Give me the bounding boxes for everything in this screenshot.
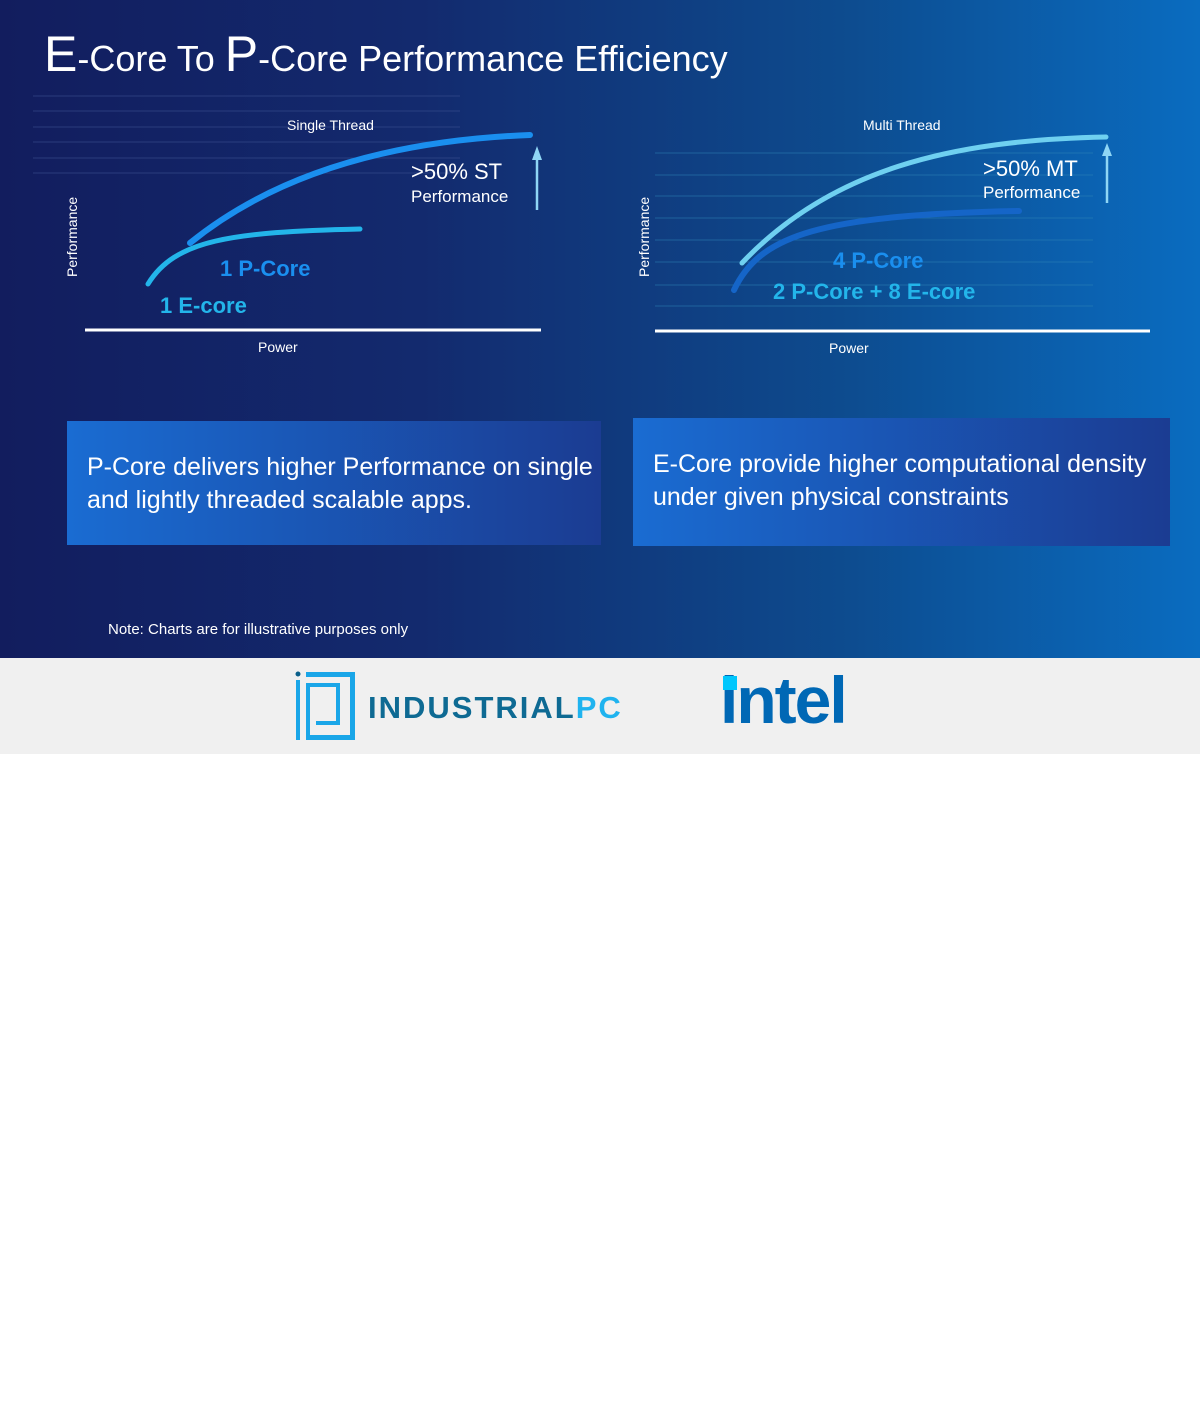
mt-chart-title: Multi Thread	[863, 117, 941, 133]
note: Note: Charts are for illustrative purpos…	[108, 621, 409, 638]
st-series-e-core: 1 E-core	[160, 293, 247, 318]
st-chart-title: Single Thread	[287, 117, 374, 133]
st-y-label: Performance	[64, 196, 80, 277]
footer: INDUSTRIALPC intel	[0, 658, 1200, 754]
charts	[33, 95, 1150, 333]
st-e-core-curve	[145, 226, 363, 287]
industrialpc-wordmark: INDUSTRIALPC	[368, 690, 623, 725]
st-callout: >50% ST	[411, 159, 503, 184]
intel-logo: intel	[720, 663, 848, 737]
industrialpc-logo-icon	[296, 1330, 358, 1402]
intel-dot-icon	[723, 676, 737, 690]
st-x-label: Power	[258, 339, 298, 355]
mt-gridlines	[655, 152, 1093, 307]
mt-bottom-curve	[731, 208, 1022, 293]
page-title: E-Core To P-Core Performance Efficiency	[44, 26, 728, 82]
slide: E-Core To P-Core Performance Efficiency …	[0, 0, 1200, 658]
st-p-core-curve	[187, 132, 533, 246]
e-core-summary-box: E-Core provide higher computational dens…	[633, 418, 1170, 546]
st-arrow-icon	[532, 146, 542, 210]
st-gridlines	[33, 95, 460, 174]
industrialpc-mark-icon	[295, 671, 355, 740]
p-core-summary-box: P-Core delivers higher Performance on si…	[67, 421, 601, 545]
st-series-p-core: 1 P-Core	[220, 256, 311, 281]
mt-x-label: Power	[829, 340, 869, 356]
mt-top-curve	[739, 134, 1109, 266]
mt-arrow-icon	[1102, 143, 1112, 203]
mt-callout-sub: Performance	[983, 183, 1081, 202]
mt-callout: >50% MT	[983, 156, 1078, 181]
mt-y-label: Performance	[636, 196, 652, 277]
mt-series-2p8e: 2 P-Core + 8 E-core	[773, 279, 976, 304]
mt-series-4p: 4 P-Core	[833, 248, 924, 273]
st-callout-sub: Performance	[411, 187, 509, 206]
